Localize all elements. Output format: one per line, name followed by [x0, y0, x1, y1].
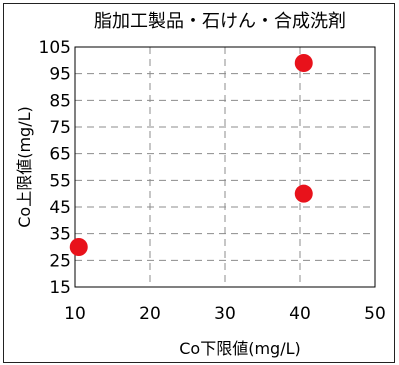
x-tick-label: 30 — [214, 304, 236, 324]
y-tick-label: 45 — [49, 198, 71, 218]
grid-lines — [75, 47, 375, 287]
data-points — [69, 54, 313, 256]
chart-title: 脂加工製品・石けん・合成洗剤 — [94, 11, 346, 32]
y-tick-label: 75 — [49, 118, 71, 138]
x-tick-labels: 10 20 30 40 50 — [64, 304, 386, 324]
y-tick-label: 65 — [49, 145, 71, 165]
plot-area — [74, 46, 376, 288]
chart-frame — [3, 3, 395, 363]
y-tick-label: 15 — [49, 278, 71, 298]
y-tick-label: 105 — [39, 38, 71, 58]
x-axis-label: Co下限値(mg/L) — [179, 339, 301, 358]
x-tick-label: 20 — [139, 304, 161, 324]
y-tick-label: 95 — [49, 65, 71, 85]
x-tick-label: 10 — [64, 304, 86, 324]
y-axis-label: Co上限値(mg/L) — [15, 106, 34, 228]
x-tick-label: 40 — [289, 304, 311, 324]
y-tick-label: 55 — [49, 171, 71, 191]
data-point — [69, 238, 88, 256]
y-tick-label: 25 — [49, 251, 71, 271]
x-tick-label: 50 — [364, 304, 386, 324]
y-tick-label: 35 — [49, 225, 71, 245]
data-point — [294, 54, 313, 72]
data-point — [294, 184, 313, 203]
y-tick-label: 85 — [49, 91, 71, 111]
y-tick-labels: 105 95 85 75 65 55 45 35 25 15 — [39, 38, 71, 298]
